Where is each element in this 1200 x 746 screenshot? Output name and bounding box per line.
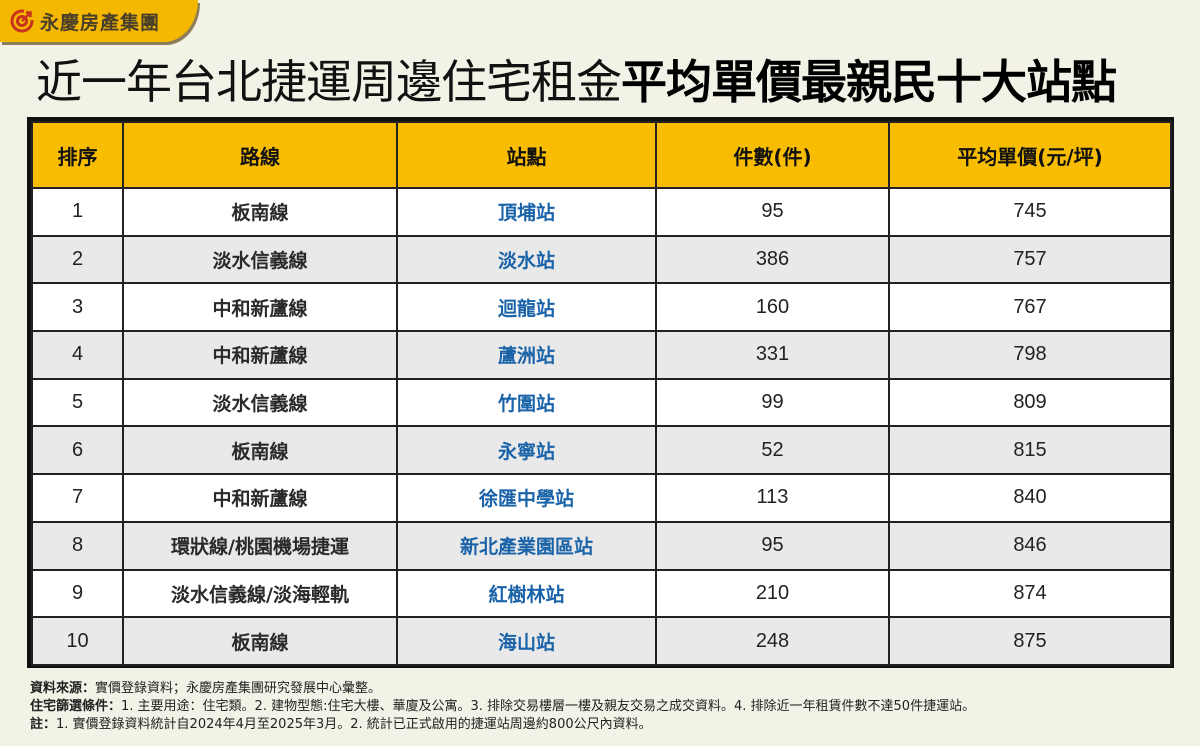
- table-row: 3 中和新蘆線 迴龍站 160 767: [31, 282, 1172, 333]
- station-cell: 新北產業園區站: [396, 520, 657, 571]
- price-cell: 840: [888, 473, 1172, 523]
- header-count: 件數(件): [655, 121, 890, 189]
- line-cell: 中和新蘆線: [122, 330, 398, 380]
- yungching-logo-icon: [10, 9, 34, 33]
- line-cell: 淡水信義線: [122, 234, 398, 285]
- line-cell: 中和新蘆線: [122, 282, 398, 333]
- filter-note: 住宅篩選條件：1. 主要用途：住宅類。2. 建物型態:住宅大樓、華廈及公寓。3.…: [30, 698, 975, 716]
- line-cell: 板南線: [122, 616, 398, 666]
- price-cell: 745: [888, 187, 1172, 237]
- filter-text: 1. 主要用途：住宅類。2. 建物型態:住宅大樓、華廈及公寓。3. 排除交易樓層…: [121, 699, 976, 714]
- filter-label: 住宅篩選條件：: [30, 699, 122, 714]
- brand-banner: 永慶房產集團: [0, 0, 198, 42]
- price-cell: 875: [888, 616, 1172, 666]
- count-cell: 95: [655, 187, 890, 237]
- rank-cell: 8: [31, 520, 124, 571]
- table-row: 5 淡水信義線 竹圍站 99 809: [31, 377, 1172, 428]
- table-row: 1 板南線 頂埔站 95 745: [31, 187, 1172, 237]
- remark-note: 註：1. 實價登錄資料統計自2024年4月至2025年3月。2. 統計已正式啟用…: [30, 716, 975, 734]
- table-row: 9 淡水信義線/淡海輕軌 紅樹林站 210 874: [31, 568, 1172, 619]
- header-station: 站點: [396, 121, 657, 189]
- remark-label: 註：: [30, 717, 57, 732]
- station-cell: 迴龍站: [396, 282, 657, 333]
- station-cell: 海山站: [396, 616, 657, 666]
- rank-cell: 6: [31, 425, 124, 476]
- price-cell: 798: [888, 330, 1172, 380]
- table-row: 2 淡水信義線 淡水站 386 757: [31, 234, 1172, 285]
- price-cell: 767: [888, 282, 1172, 333]
- page-title: 近一年台北捷運周邊住宅租金平均單價最親民十大站點: [36, 54, 1117, 110]
- rank-cell: 9: [31, 568, 124, 619]
- table-row: 7 中和新蘆線 徐匯中學站 113 840: [31, 473, 1172, 523]
- title-light: 近一年台北捷運周邊住宅租金: [36, 55, 622, 109]
- rank-cell: 1: [31, 187, 124, 237]
- table-row: 6 板南線 永寧站 52 815: [31, 425, 1172, 476]
- rank-cell: 10: [31, 616, 124, 666]
- ranking-table: 排序 路線 站點 件數(件) 平均單價(元/坪) 1 板南線 頂埔站 95 74…: [27, 117, 1174, 668]
- count-cell: 248: [655, 616, 890, 666]
- line-cell: 淡水信義線: [122, 377, 398, 428]
- count-cell: 210: [655, 568, 890, 619]
- header-price: 平均單價(元/坪): [888, 121, 1172, 189]
- count-cell: 95: [655, 520, 890, 571]
- count-cell: 386: [655, 234, 890, 285]
- price-cell: 815: [888, 425, 1172, 476]
- line-cell: 淡水信義線/淡海輕軌: [122, 568, 398, 619]
- line-cell: 中和新蘆線: [122, 473, 398, 523]
- rank-cell: 5: [31, 377, 124, 428]
- remark-text: 1. 實價登錄資料統計自2024年4月至2025年3月。2. 統計已正式啟用的捷…: [56, 717, 652, 732]
- line-cell: 板南線: [122, 187, 398, 237]
- footnotes: 資料來源：實價登錄資料；永慶房產集團研究發展中心彙整。 住宅篩選條件：1. 主要…: [30, 680, 975, 734]
- rank-cell: 7: [31, 473, 124, 523]
- table-row: 10 板南線 海山站 248 875: [31, 616, 1172, 666]
- count-cell: 99: [655, 377, 890, 428]
- price-cell: 846: [888, 520, 1172, 571]
- station-cell: 淡水站: [396, 234, 657, 285]
- source-note: 資料來源：實價登錄資料；永慶房產集團研究發展中心彙整。: [30, 680, 975, 698]
- line-cell: 板南線: [122, 425, 398, 476]
- source-text: 實價登錄資料；永慶房產集團研究發展中心彙整。: [95, 681, 382, 696]
- header-rank: 排序: [31, 121, 124, 189]
- station-cell: 永寧站: [396, 425, 657, 476]
- station-cell: 徐匯中學站: [396, 473, 657, 523]
- rank-cell: 2: [31, 234, 124, 285]
- station-cell: 頂埔站: [396, 187, 657, 237]
- rank-cell: 3: [31, 282, 124, 333]
- count-cell: 160: [655, 282, 890, 333]
- price-cell: 874: [888, 568, 1172, 619]
- table-header-row: 排序 路線 站點 件數(件) 平均單價(元/坪): [31, 121, 1172, 189]
- station-cell: 竹圍站: [396, 377, 657, 428]
- rank-cell: 4: [31, 330, 124, 380]
- station-cell: 蘆洲站: [396, 330, 657, 380]
- line-cell: 環狀線/桃園機場捷運: [122, 520, 398, 571]
- brand-name: 永慶房產集團: [40, 11, 161, 34]
- table-row: 8 環狀線/桃園機場捷運 新北產業園區站 95 846: [31, 520, 1172, 571]
- count-cell: 52: [655, 425, 890, 476]
- price-cell: 757: [888, 234, 1172, 285]
- header-line: 路線: [122, 121, 398, 189]
- price-cell: 809: [888, 377, 1172, 428]
- table-row: 4 中和新蘆線 蘆洲站 331 798: [31, 330, 1172, 380]
- count-cell: 113: [655, 473, 890, 523]
- source-label: 資料來源：: [30, 681, 96, 696]
- title-bold: 平均單價最親民十大站點: [621, 55, 1117, 109]
- station-cell: 紅樹林站: [396, 568, 657, 619]
- count-cell: 331: [655, 330, 890, 380]
